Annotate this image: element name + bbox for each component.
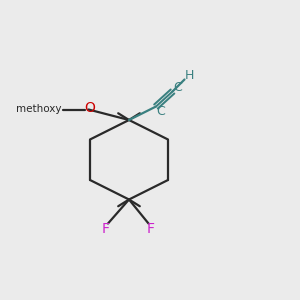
Text: F: F <box>147 222 155 236</box>
Text: methoxy: methoxy <box>16 104 62 115</box>
Text: C: C <box>156 105 165 119</box>
Text: H: H <box>185 69 195 82</box>
Text: F: F <box>102 222 110 236</box>
Text: O: O <box>85 101 95 115</box>
Text: C: C <box>173 81 182 94</box>
